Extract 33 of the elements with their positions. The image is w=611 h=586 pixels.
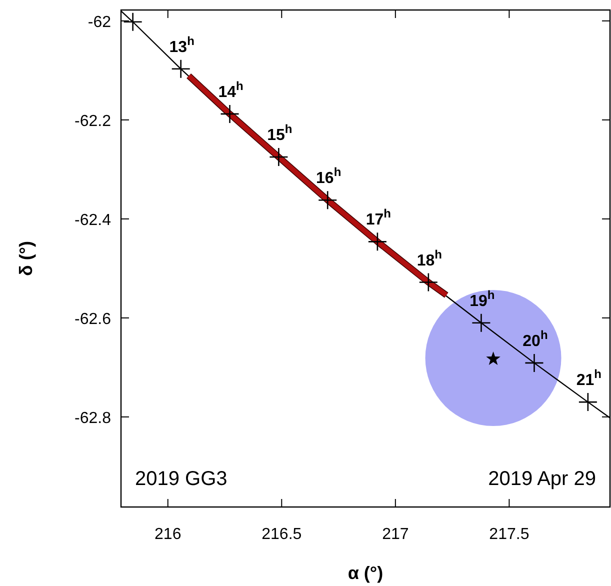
- y-tick-label: -62.2: [74, 112, 112, 130]
- point: [171, 59, 190, 79]
- y-tick-label: -62: [88, 14, 112, 31]
- point: [486, 351, 500, 366]
- x-axis-title: α (°): [348, 563, 384, 583]
- x-tick-label: 216.5: [262, 526, 302, 543]
- annotation: 2019 Apr 29: [488, 468, 596, 490]
- point: [368, 232, 388, 252]
- point: [418, 272, 438, 292]
- y-axis-title: δ (°): [16, 240, 36, 276]
- point: [578, 392, 598, 412]
- point: [318, 190, 338, 210]
- annotation: 18$^{h}$: [416, 247, 442, 270]
- annotation: 19$^{h}$: [470, 288, 495, 310]
- annotation: 14$^{h}$: [218, 78, 244, 101]
- point: [269, 147, 288, 167]
- x-tick-label: 217: [382, 526, 409, 543]
- point: [524, 353, 544, 373]
- y-tick-label: -62.4: [74, 212, 112, 229]
- annotation: 20$^{h}$: [522, 328, 548, 350]
- annotation: 17$^{h}$: [366, 206, 392, 229]
- point: [472, 313, 491, 333]
- x-tick-label: 217.5: [489, 526, 530, 543]
- annotation: 16$^{h}$: [316, 165, 342, 188]
- x-tick-label: 216: [154, 526, 182, 543]
- annotation: 2019 GG3: [135, 468, 228, 490]
- point: [220, 104, 240, 124]
- annotation: 13$^{h}$: [169, 34, 194, 56]
- point: [123, 12, 142, 32]
- annotation: 15$^{h}$: [267, 122, 292, 144]
- y-tick-label: -62.8: [74, 410, 112, 427]
- y-tick-label: -62.6: [74, 310, 112, 328]
- annotation: 21$^{h}$: [576, 367, 602, 390]
